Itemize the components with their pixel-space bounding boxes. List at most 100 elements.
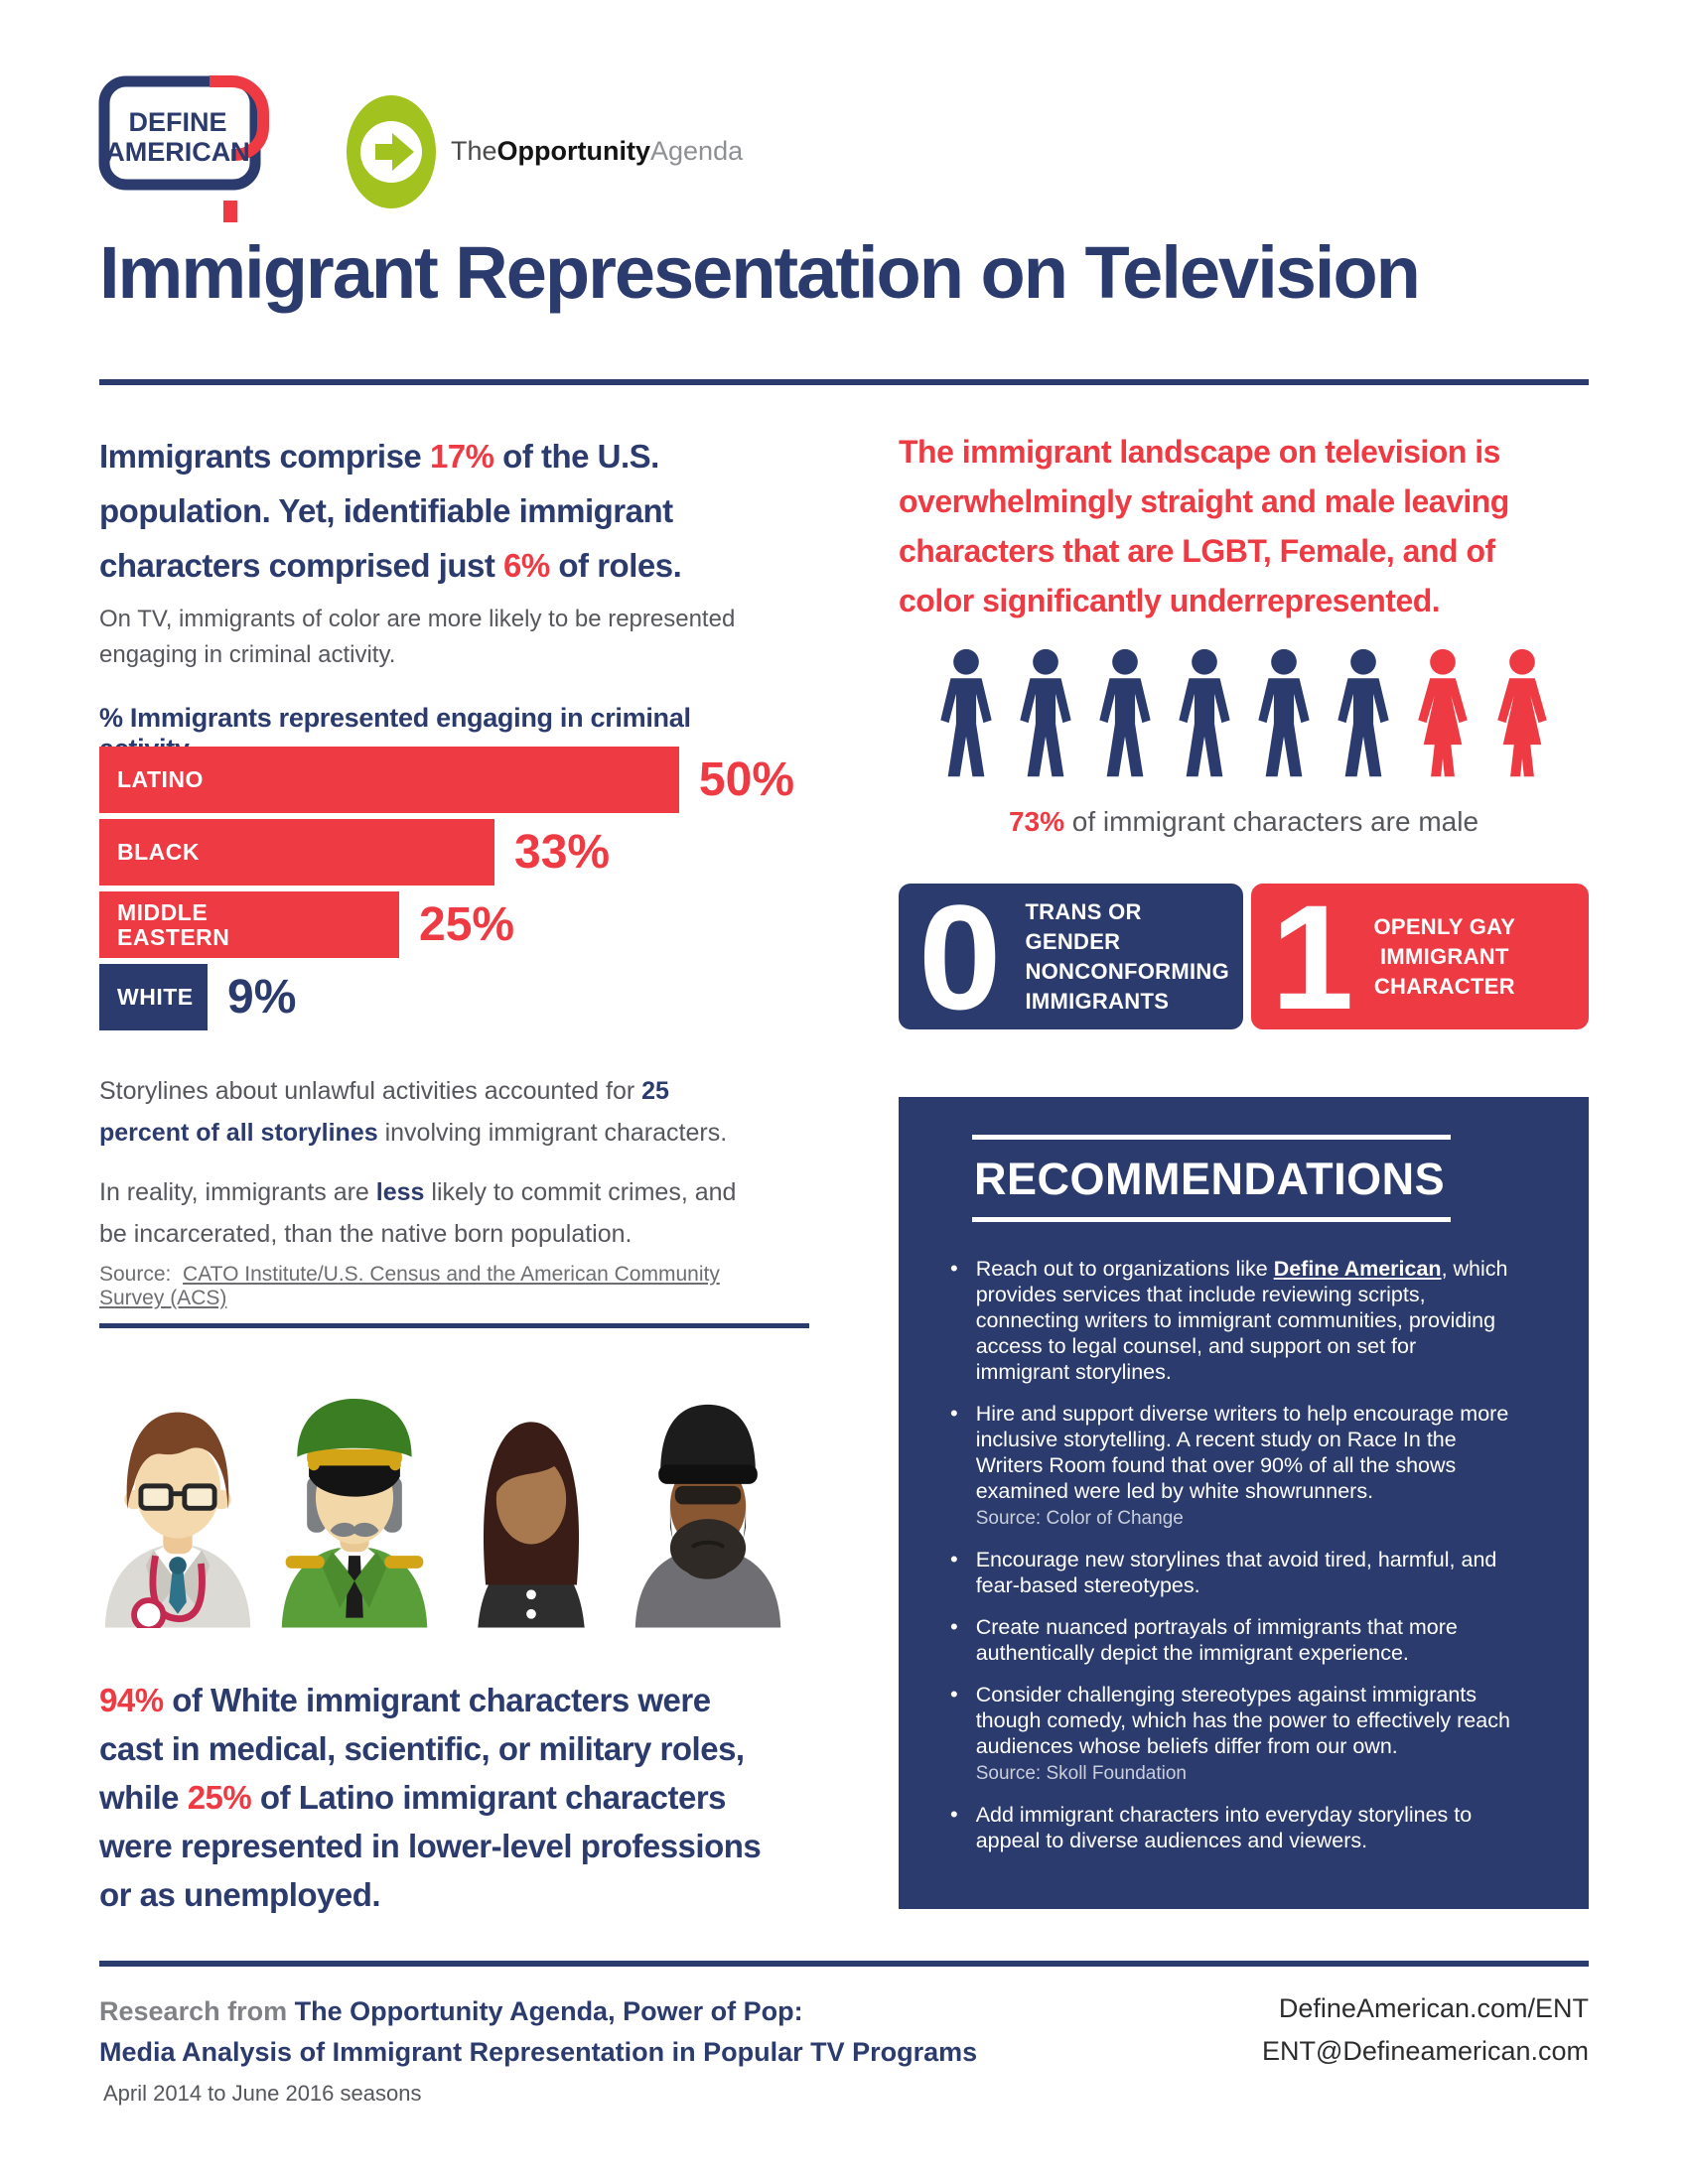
bullet-icon: •	[950, 1682, 958, 1706]
research-prefix: Research from	[99, 1996, 295, 2026]
footer-site-link[interactable]: DefineAmerican.com/ENT	[1278, 1993, 1589, 2023]
male-person-icon	[1019, 648, 1071, 777]
reality-bold: less	[375, 1178, 425, 1206]
stat-number-zero: 0	[918, 873, 1002, 1040]
beanie	[660, 1404, 756, 1473]
stat-box-gay: 1 OPENLY GAY IMMIGRANT CHARACTER	[1251, 873, 1589, 1040]
define-american-word1: DEFINE	[128, 107, 226, 137]
criminal-activity-bar-chart: LATINO 50% BLACK 33% MIDDLE EASTERN 25% …	[99, 747, 794, 1036]
section-divider	[99, 1323, 809, 1328]
bar-black: BLACK	[99, 819, 494, 886]
oa-agenda: Agenda	[650, 136, 744, 166]
context-paragraph: On TV, immigrants of color are more like…	[99, 606, 736, 668]
stat-box-trans: 0 TRANS OR GENDER NONCONFORMING IMMIGRAN…	[899, 873, 1243, 1040]
research-seasons: April 2014 to June 2016 seasons	[103, 2081, 422, 2106]
footer-divider	[99, 1961, 1589, 1967]
storylines-paragraph: Storylines about unlawful activities acc…	[99, 1070, 784, 1154]
oa-opportunity: Opportunity	[496, 136, 651, 166]
female-person-icon	[1417, 648, 1468, 777]
recommendation-item: • Hire and support diverse writers to he…	[950, 1401, 1549, 1531]
rec-source: Source: Color of Change	[975, 1508, 1184, 1529]
bar-value: 33%	[514, 826, 611, 879]
arrow-right-icon	[375, 132, 414, 171]
bar-row-latino: LATINO 50%	[99, 747, 794, 813]
intro-text-post: of roles.	[549, 547, 682, 584]
rec-text: Consider challenging stereotypes against…	[975, 1683, 1510, 1758]
female-person-icon	[1496, 648, 1547, 777]
define-american-link[interactable]: Define American	[1273, 1257, 1442, 1281]
profession-avatars	[95, 1375, 800, 1628]
avatar-server-woman	[460, 1422, 603, 1628]
bullet-icon: •	[950, 1802, 958, 1827]
male-person-icon	[1336, 648, 1389, 777]
professions-text-post: of Latino immigrant characters were repr…	[99, 1779, 762, 1913]
bar-latino: LATINO	[99, 747, 679, 813]
rec-text: Encourage new storylines that avoid tire…	[975, 1548, 1497, 1597]
recommendations-list: • Reach out to organizations like Define…	[950, 1256, 1549, 1853]
male-caption-text: of immigrant characters are male	[1064, 806, 1479, 837]
storylines-bold: 25 percent of all storylines	[99, 1077, 669, 1147]
header-logos: DEFINE AMERICAN TheOpportunityAgenda	[94, 69, 743, 233]
male-person-icon	[939, 648, 992, 777]
avatar-military-officer	[281, 1398, 428, 1628]
cap-visor	[309, 1460, 400, 1497]
define-american-word2: AMERICAN	[105, 137, 250, 167]
source-label: Source:	[99, 1263, 172, 1286]
title-divider	[99, 379, 1589, 385]
opportunity-agenda-logo: TheOpportunityAgenda	[346, 93, 743, 210]
cap-dome	[297, 1398, 412, 1457]
bar-middle-eastern: MIDDLE EASTERN	[99, 891, 399, 958]
bar-label: MIDDLE EASTERN	[117, 898, 230, 950]
professions-text: of White immigrant characters were cast …	[99, 1682, 745, 1816]
research-title-line2: Media Analysis of Immigrant Representati…	[99, 2037, 978, 2067]
male-person-icon	[1257, 648, 1310, 777]
bar-row-white: WHITE 9%	[99, 964, 794, 1030]
stat-label-trans: TRANS OR GENDER NONCONFORMING IMMIGRANTS	[1025, 898, 1229, 1014]
male-person-icon	[1178, 648, 1230, 777]
bullet-icon: •	[950, 1547, 958, 1571]
bullet-icon: •	[950, 1401, 958, 1426]
source-link[interactable]: CATO Institute/U.S. Census and the Ameri…	[99, 1263, 720, 1309]
footer-contact: DefineAmerican.com/ENT ENT@Defineamerica…	[1262, 1987, 1589, 2073]
bar-value: 9%	[227, 971, 297, 1024]
bar-white: WHITE	[99, 964, 208, 1030]
rec-source: Source: Skoll Foundation	[975, 1763, 1187, 1784]
bar-value: 50%	[698, 753, 794, 806]
recommendation-item: • Add immigrant characters into everyday…	[950, 1802, 1549, 1853]
recommendation-item: • Consider challenging stereotypes again…	[950, 1682, 1549, 1786]
stat-number-one: 1	[1271, 873, 1354, 1040]
intro-text: Immigrants comprise	[99, 438, 430, 475]
bar-label: BLACK	[117, 839, 200, 865]
footer-email-link[interactable]: ENT@Defineamerican.com	[1261, 2036, 1589, 2066]
bar-label: LATINO	[117, 766, 204, 792]
male-stat-73: 73%	[1008, 806, 1064, 837]
source-line: Source: CATO Institute/U.S. Census and t…	[99, 1263, 784, 1310]
intro-statement: Immigrants comprise 17% of the U.S. popu…	[99, 429, 774, 593]
bar-label: WHITE	[117, 984, 194, 1010]
male-percentage-caption: 73% of immigrant characters are male	[899, 806, 1589, 838]
sunglasses-icon	[674, 1485, 742, 1505]
storylines-text: Storylines about unlawful activities acc…	[99, 1077, 642, 1105]
professions-stat-25: 25%	[187, 1779, 252, 1816]
footer-research: Research from The Opportunity Agenda, Po…	[99, 1991, 993, 2107]
male-person-icon	[1098, 648, 1151, 777]
storylines-text-post: involving immigrant characters.	[377, 1119, 728, 1147]
bullet-icon: •	[950, 1256, 958, 1281]
avatar-doctor	[104, 1412, 251, 1628]
rec-text: Reach out to organizations like	[975, 1257, 1274, 1281]
recommendations-heading: RECOMMENDATIONS	[974, 1154, 1446, 1204]
recommendation-item: • Create nuanced portrayals of immigrant…	[950, 1614, 1549, 1666]
hair	[126, 1412, 229, 1510]
question-mark-icon	[210, 75, 269, 161]
bar-row-black: BLACK 33%	[99, 819, 794, 886]
define-american-logo: DEFINE AMERICAN	[98, 75, 269, 222]
intro-text-mid: of the U.S. population. Yet, identifiabl…	[99, 438, 673, 584]
rec-text: Hire and support diverse writers to help…	[975, 1402, 1509, 1503]
recommendation-item: • Reach out to organizations like Define…	[950, 1256, 1549, 1385]
avatar-bearded-man	[634, 1404, 781, 1628]
research-title-line1: The Opportunity Agenda, Power of Pop:	[294, 1996, 803, 2026]
reality-text: In reality, immigrants are	[99, 1178, 376, 1206]
rec-text-post: , which provides services that include r…	[975, 1257, 1508, 1384]
professions-stat-94: 94%	[99, 1682, 164, 1718]
